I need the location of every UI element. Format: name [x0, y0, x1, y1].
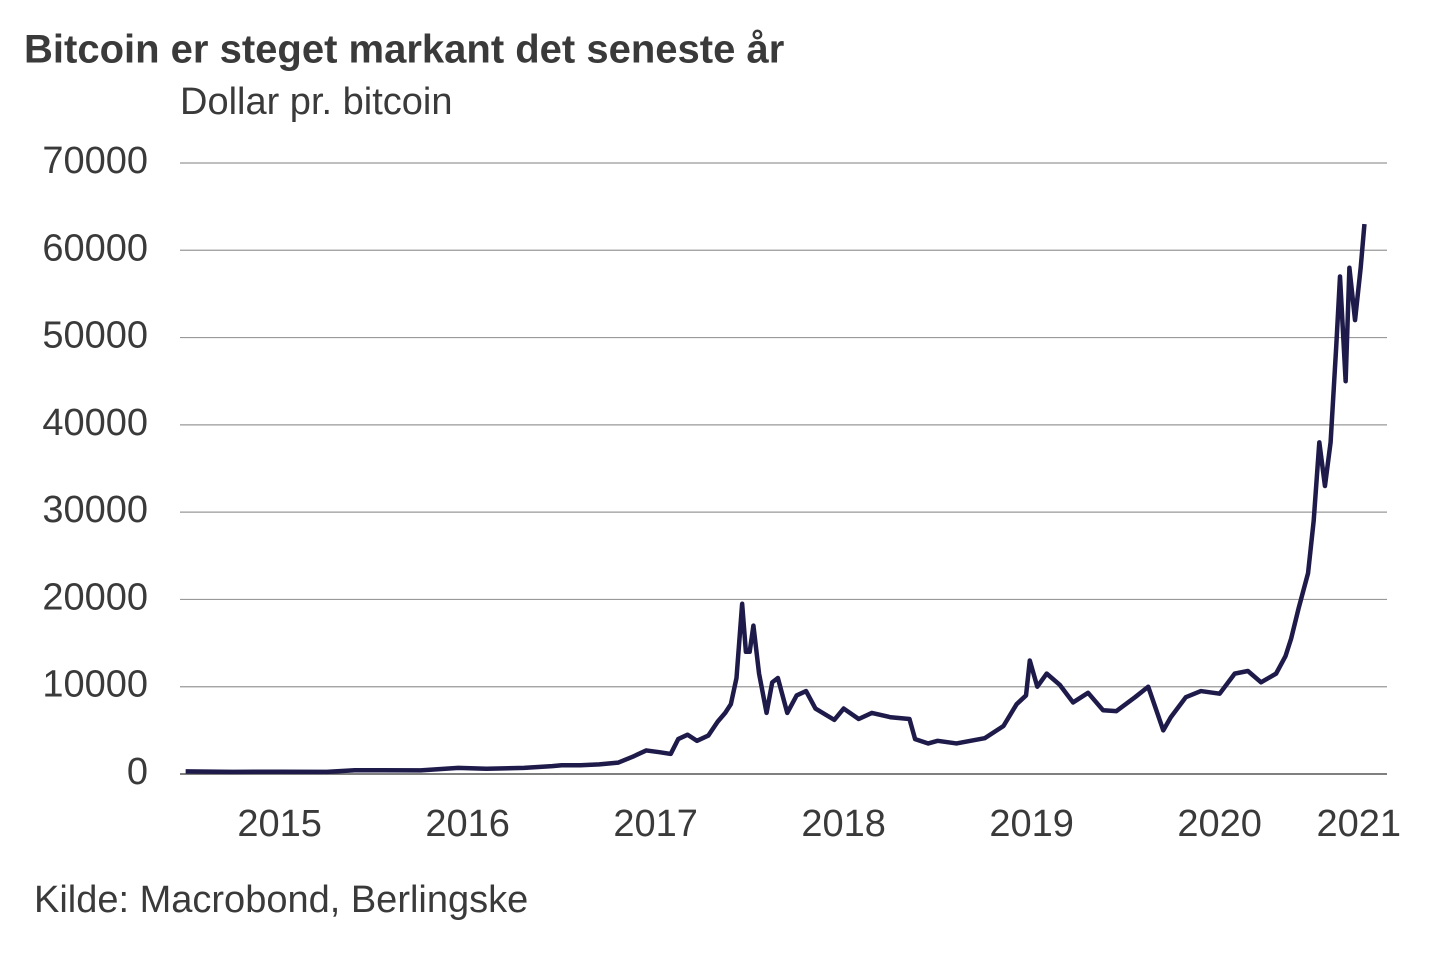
y-tick-label: 50000	[42, 315, 148, 357]
x-tick-label: 2015	[237, 803, 322, 845]
y-tick-label: 30000	[42, 489, 148, 531]
x-tick-label: 2019	[989, 803, 1074, 845]
x-tick-label: 2018	[801, 803, 886, 845]
x-tick-label: 2016	[425, 803, 510, 845]
x-tick-label: 2017	[613, 803, 698, 845]
chart-title: Bitcoin er steget markant det seneste år	[24, 28, 784, 72]
y-tick-label: 20000	[42, 576, 148, 618]
y-tick-label: 10000	[42, 664, 148, 706]
y-tick-label: 70000	[42, 140, 148, 182]
y-tick-label: 60000	[42, 227, 148, 269]
y-tick-label: 40000	[42, 402, 148, 444]
y-axis-label: Dollar pr. bitcoin	[180, 81, 452, 123]
x-tick-label: 2021	[1317, 803, 1402, 845]
x-tick-label: 2020	[1177, 803, 1262, 845]
source: Kilde: Macrobond, Berlingske	[34, 879, 528, 921]
y-tick-label: 0	[127, 751, 148, 793]
series-line	[185, 223, 1367, 775]
